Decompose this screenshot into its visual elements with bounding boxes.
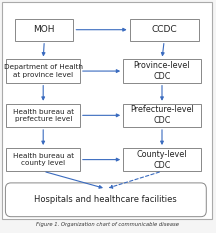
Text: Figure 1. Organization chart of communicable disease: Figure 1. Organization chart of communic…: [37, 222, 179, 227]
FancyBboxPatch shape: [130, 19, 199, 41]
Text: Health bureau at
county level: Health bureau at county level: [13, 153, 74, 166]
FancyBboxPatch shape: [5, 183, 206, 217]
Text: Prefecture-level
CDC: Prefecture-level CDC: [130, 105, 194, 125]
FancyBboxPatch shape: [6, 148, 80, 171]
Text: County-level
CDC: County-level CDC: [137, 150, 187, 170]
Text: Department of Health
at province level: Department of Health at province level: [4, 64, 83, 78]
Text: Health bureau at
prefecture level: Health bureau at prefecture level: [13, 109, 74, 122]
FancyBboxPatch shape: [6, 59, 80, 83]
FancyBboxPatch shape: [123, 104, 201, 127]
FancyBboxPatch shape: [2, 2, 212, 219]
FancyBboxPatch shape: [15, 19, 73, 41]
FancyBboxPatch shape: [123, 148, 201, 171]
FancyBboxPatch shape: [6, 104, 80, 127]
Text: CCDC: CCDC: [151, 25, 177, 34]
Text: Hospitals and healthcare facilities: Hospitals and healthcare facilities: [35, 195, 177, 204]
FancyBboxPatch shape: [123, 59, 201, 83]
Text: MOH: MOH: [33, 25, 55, 34]
Text: Province-level
CDC: Province-level CDC: [134, 61, 190, 81]
